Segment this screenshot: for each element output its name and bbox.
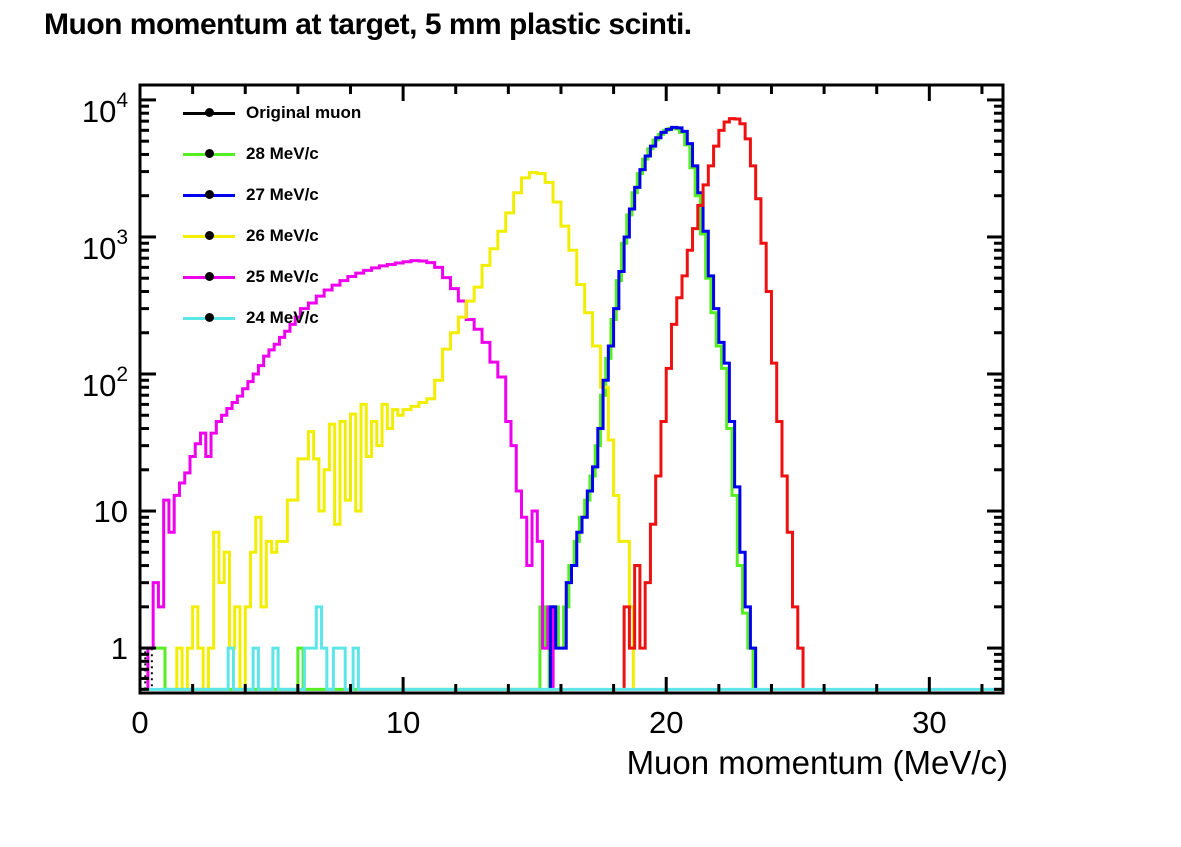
x-tick-label-20: 20 [649,705,683,740]
legend-swatch [183,230,235,242]
legend-item-3: 27 MeV/c [183,174,361,215]
legend-item-label: 25 MeV/c [246,266,319,286]
legend-item-label: 26 MeV/c [246,225,319,245]
legend-item-5: 25 MeV/c [183,256,361,297]
series-original-muon [622,117,805,690]
legend-item-4: 26 MeV/c [183,215,361,256]
series-group [140,117,1003,691]
legend-swatch [183,107,235,119]
legend-swatch [183,189,235,201]
x-axis-title: Muon momentum (MeV/c) [626,744,1008,781]
legend: Original muon 28 MeV/c 27 MeV/c 26 MeV/c 25 … [183,92,361,338]
y-tick-label-100: 102 [82,363,128,403]
y-tick-label-1: 1 [111,631,128,666]
legend-marker-dot [205,231,214,240]
x-tick-label-0: 0 [131,705,148,740]
legend-item-2: 28 MeV/c [183,133,361,174]
series-25-mevc [146,259,555,690]
legend-swatch [183,312,235,324]
page-title: Muon momentum at target, 5 mm plastic sc… [44,8,692,41]
series-26-mevc [175,171,635,691]
legend-swatch [183,271,235,283]
x-tick-label-10: 10 [386,705,420,740]
legend-item-label: Original muon [246,102,362,122]
legend-item-1: Original muon [183,92,361,133]
y-tick-label-10: 10 [94,494,128,529]
legend-item-6: 24 MeV/c [183,297,361,338]
y-tick-label-1000: 103 [82,226,128,266]
series-24-mevc [140,605,1003,691]
legend-marker-dot [205,149,214,158]
legend-item-label: 27 MeV/c [246,184,319,204]
series-27-mevc [548,125,758,690]
legend-item-label: 28 MeV/c [246,143,319,163]
legend-swatch [183,148,235,160]
x-tick-label-30: 30 [912,705,946,740]
legend-marker-dot [205,190,214,199]
legend-marker-dot [205,272,214,281]
legend-item-label: 24 MeV/c [246,307,319,327]
legend-marker-dot [205,108,214,117]
plot-frame [138,83,1005,695]
legend-marker-dot [205,313,214,322]
y-tick-label-10000: 104 [82,89,128,129]
